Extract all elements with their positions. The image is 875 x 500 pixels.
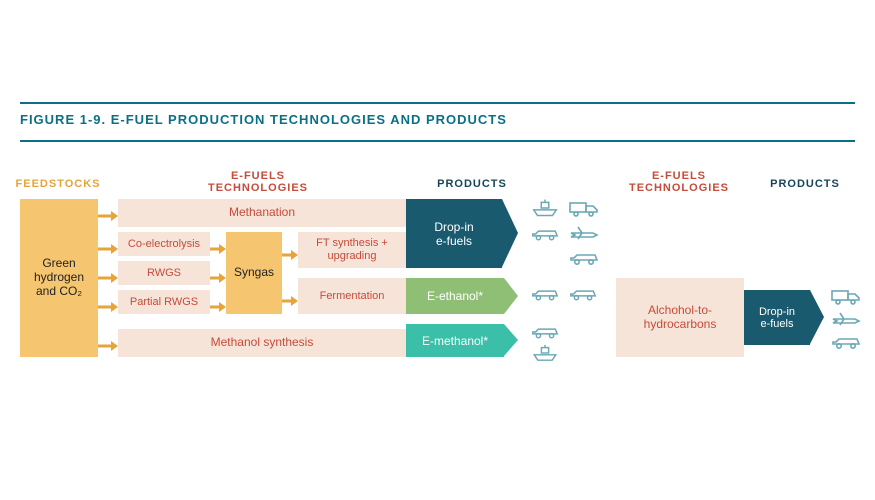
arrow-5 — [210, 244, 226, 254]
box-syngas: Syngas — [226, 232, 282, 314]
arrow-7 — [210, 302, 226, 312]
chevron-eethanol-tip — [504, 278, 518, 314]
methanol-car-icon — [530, 322, 560, 340]
arrow-2 — [98, 273, 118, 283]
arrow-8 — [282, 250, 298, 260]
box-meoh: Methanol synthesis — [118, 329, 406, 357]
box-a2h: Alchohol-to- hydrocarbons — [616, 278, 744, 357]
figure: { "figure": { "title": "FIGURE 1-9. E-FU… — [0, 0, 875, 500]
header-feedstocks: FEEDSTOCKS — [16, 178, 101, 190]
arrow-6 — [210, 273, 226, 283]
box-rwgs: RWGS — [118, 261, 210, 285]
arrow-1 — [98, 244, 118, 254]
products1-truck-icon — [568, 200, 600, 218]
chevron-dropin1-tip — [502, 199, 518, 267]
figure-title: FIGURE 1-9. E-FUEL PRODUCTION TECHNOLOGI… — [20, 112, 507, 127]
box-syngas-label: Syngas — [234, 266, 274, 280]
header-efuels_tech_1: E-FUELS TECHNOLOGIES — [208, 170, 308, 194]
ethanol-car-icon — [568, 284, 598, 302]
chevron-emethanol: E-methanol* — [406, 324, 518, 357]
chevron-emethanol-tip — [504, 324, 518, 356]
products2-plane-icon — [830, 310, 862, 328]
products2-car-icon — [830, 332, 862, 350]
chevron-eethanol: E-ethanol* — [406, 278, 518, 314]
arrow-0 — [98, 211, 118, 221]
box-feed: Green hydrogen and CO₂ — [20, 199, 98, 357]
box-rwgs-label: RWGS — [147, 267, 181, 280]
header-products_2: PRODUCTS — [770, 178, 840, 190]
box-feed-label: Green hydrogen and CO₂ — [34, 257, 84, 298]
box-a2h-label: Alchohol-to- hydrocarbons — [644, 304, 717, 332]
box-ferment-label: Fermentation — [320, 290, 385, 303]
products2-truck-icon — [830, 288, 862, 306]
methanol-ship-icon — [530, 344, 560, 362]
chevron-dropin1: Drop-in e-fuels — [406, 199, 518, 268]
header-products_1: PRODUCTS — [437, 178, 507, 190]
chevron-dropin2-tip — [810, 290, 824, 344]
products1-ship-icon — [530, 198, 560, 218]
box-coelec: Co-electrolysis — [118, 232, 210, 256]
box-ferment: Fermentation — [298, 278, 406, 314]
chevron-emethanol-label: E-methanol* — [406, 324, 504, 357]
box-coelec-label: Co-electrolysis — [128, 238, 200, 251]
products1-plane-icon — [568, 224, 600, 242]
box-methanation: Methanation — [118, 199, 406, 227]
box-ft: FT synthesis + upgrading — [298, 232, 406, 268]
ethanol-car-icon — [530, 284, 560, 302]
header-efuels_tech_2: E-FUELS TECHNOLOGIES — [629, 170, 729, 194]
rule-bottom — [20, 140, 855, 142]
products1-car-icon — [568, 248, 600, 266]
box-methanation-label: Methanation — [229, 206, 295, 220]
box-prwgs: Partial RWGS — [118, 290, 210, 314]
chevron-dropin2-label: Drop-in e-fuels — [744, 290, 810, 345]
arrow-3 — [98, 302, 118, 312]
arrow-9 — [282, 296, 298, 306]
rule-top — [20, 102, 855, 104]
products1-car-icon — [530, 224, 560, 242]
box-prwgs-label: Partial RWGS — [130, 296, 198, 309]
box-ft-label: FT synthesis + upgrading — [316, 237, 388, 262]
box-meoh-label: Methanol synthesis — [211, 336, 314, 350]
arrow-4 — [98, 341, 118, 351]
chevron-dropin2: Drop-in e-fuels — [744, 290, 824, 345]
chevron-dropin1-label: Drop-in e-fuels — [406, 199, 502, 268]
chevron-eethanol-label: E-ethanol* — [406, 278, 504, 314]
